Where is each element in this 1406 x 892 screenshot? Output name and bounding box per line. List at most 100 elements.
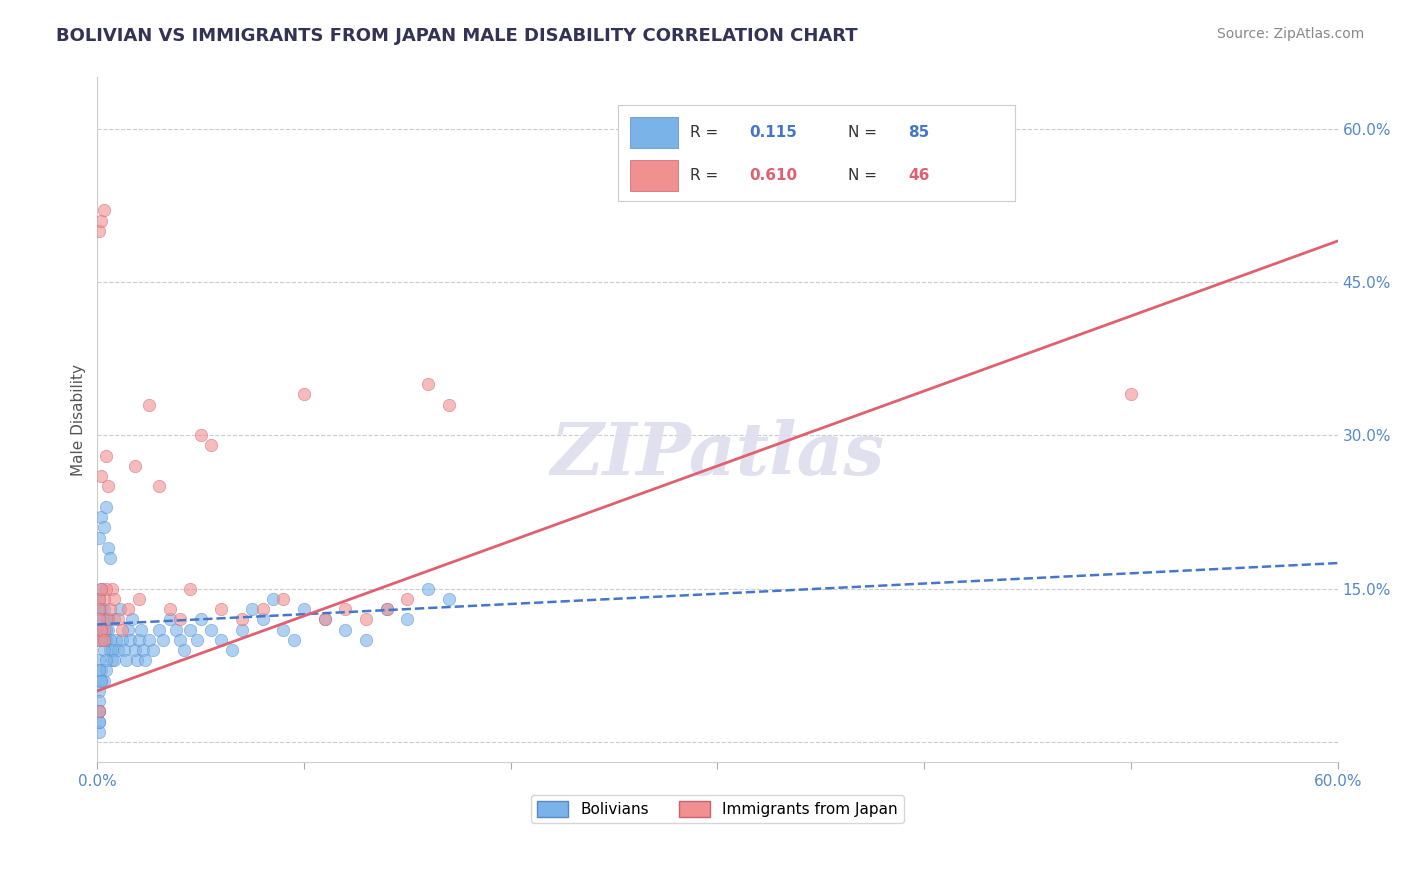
Point xyxy=(129,623,152,637)
Point xyxy=(98,602,121,616)
Point xyxy=(354,612,377,626)
Point xyxy=(252,612,274,626)
Point xyxy=(165,623,187,637)
Point xyxy=(209,602,232,616)
Legend: Bolivians, Immigrants from Japan: Bolivians, Immigrants from Japan xyxy=(531,795,904,823)
Point xyxy=(117,623,139,637)
Point xyxy=(107,612,129,626)
Point xyxy=(209,632,232,647)
Point xyxy=(159,602,181,616)
Point xyxy=(94,582,117,596)
Point xyxy=(190,612,212,626)
Point xyxy=(169,612,191,626)
Point xyxy=(125,653,148,667)
Point xyxy=(90,469,112,483)
Point xyxy=(273,591,295,606)
Point xyxy=(314,612,336,626)
Point xyxy=(437,398,460,412)
Point xyxy=(89,724,111,739)
Text: BOLIVIAN VS IMMIGRANTS FROM JAPAN MALE DISABILITY CORRELATION CHART: BOLIVIAN VS IMMIGRANTS FROM JAPAN MALE D… xyxy=(56,27,858,45)
Point xyxy=(200,438,222,452)
Point xyxy=(128,632,150,647)
Point xyxy=(90,632,112,647)
Point xyxy=(93,602,115,616)
Point xyxy=(93,632,115,647)
Point xyxy=(121,612,143,626)
Point xyxy=(292,387,315,401)
Point xyxy=(89,653,111,667)
Point xyxy=(89,612,111,626)
Point xyxy=(231,612,253,626)
Point xyxy=(335,623,357,637)
Point xyxy=(89,602,111,616)
Point xyxy=(94,632,117,647)
Point xyxy=(103,653,125,667)
Point xyxy=(396,591,419,606)
Point xyxy=(252,602,274,616)
Point xyxy=(112,643,135,657)
Point xyxy=(262,591,284,606)
Point xyxy=(416,377,439,392)
Point xyxy=(90,623,112,637)
Point xyxy=(97,541,120,555)
Point xyxy=(169,632,191,647)
Point xyxy=(93,203,115,218)
Point xyxy=(134,653,156,667)
Point xyxy=(375,602,398,616)
Point xyxy=(93,673,115,688)
Point xyxy=(89,591,111,606)
Point xyxy=(108,602,131,616)
Point xyxy=(94,623,117,637)
Point xyxy=(124,643,146,657)
Point xyxy=(221,643,243,657)
Point xyxy=(101,582,124,596)
Point xyxy=(97,612,120,626)
Point xyxy=(89,591,111,606)
Point xyxy=(90,664,112,678)
Point xyxy=(101,643,124,657)
Point xyxy=(242,602,264,616)
Point xyxy=(104,632,127,647)
Point xyxy=(98,551,121,566)
Point xyxy=(283,632,305,647)
Point xyxy=(89,704,111,718)
Point xyxy=(93,632,115,647)
Point xyxy=(148,623,170,637)
Point xyxy=(90,582,112,596)
Point xyxy=(89,704,111,718)
Point xyxy=(354,632,377,647)
Point xyxy=(335,602,357,616)
Point xyxy=(173,643,195,657)
Point xyxy=(179,623,201,637)
Point xyxy=(90,623,112,637)
Point xyxy=(186,632,208,647)
Point xyxy=(416,582,439,596)
Point xyxy=(111,632,134,647)
Point xyxy=(231,623,253,637)
Point xyxy=(101,653,124,667)
Point xyxy=(115,653,138,667)
Point xyxy=(90,602,112,616)
Point xyxy=(97,479,120,493)
Point xyxy=(93,623,115,637)
Point xyxy=(128,591,150,606)
Point xyxy=(90,510,112,524)
Point xyxy=(124,458,146,473)
Point xyxy=(111,623,134,637)
Point xyxy=(89,632,111,647)
Point xyxy=(93,591,115,606)
Point xyxy=(98,632,121,647)
Point xyxy=(132,643,155,657)
Point xyxy=(94,500,117,514)
Point xyxy=(98,643,121,657)
Point xyxy=(103,591,125,606)
Point xyxy=(179,582,201,596)
Point xyxy=(152,632,174,647)
Point xyxy=(117,602,139,616)
Point xyxy=(90,213,112,227)
Point xyxy=(190,428,212,442)
Point xyxy=(90,673,112,688)
Point xyxy=(148,479,170,493)
Point xyxy=(89,704,111,718)
Text: Source: ZipAtlas.com: Source: ZipAtlas.com xyxy=(1216,27,1364,41)
